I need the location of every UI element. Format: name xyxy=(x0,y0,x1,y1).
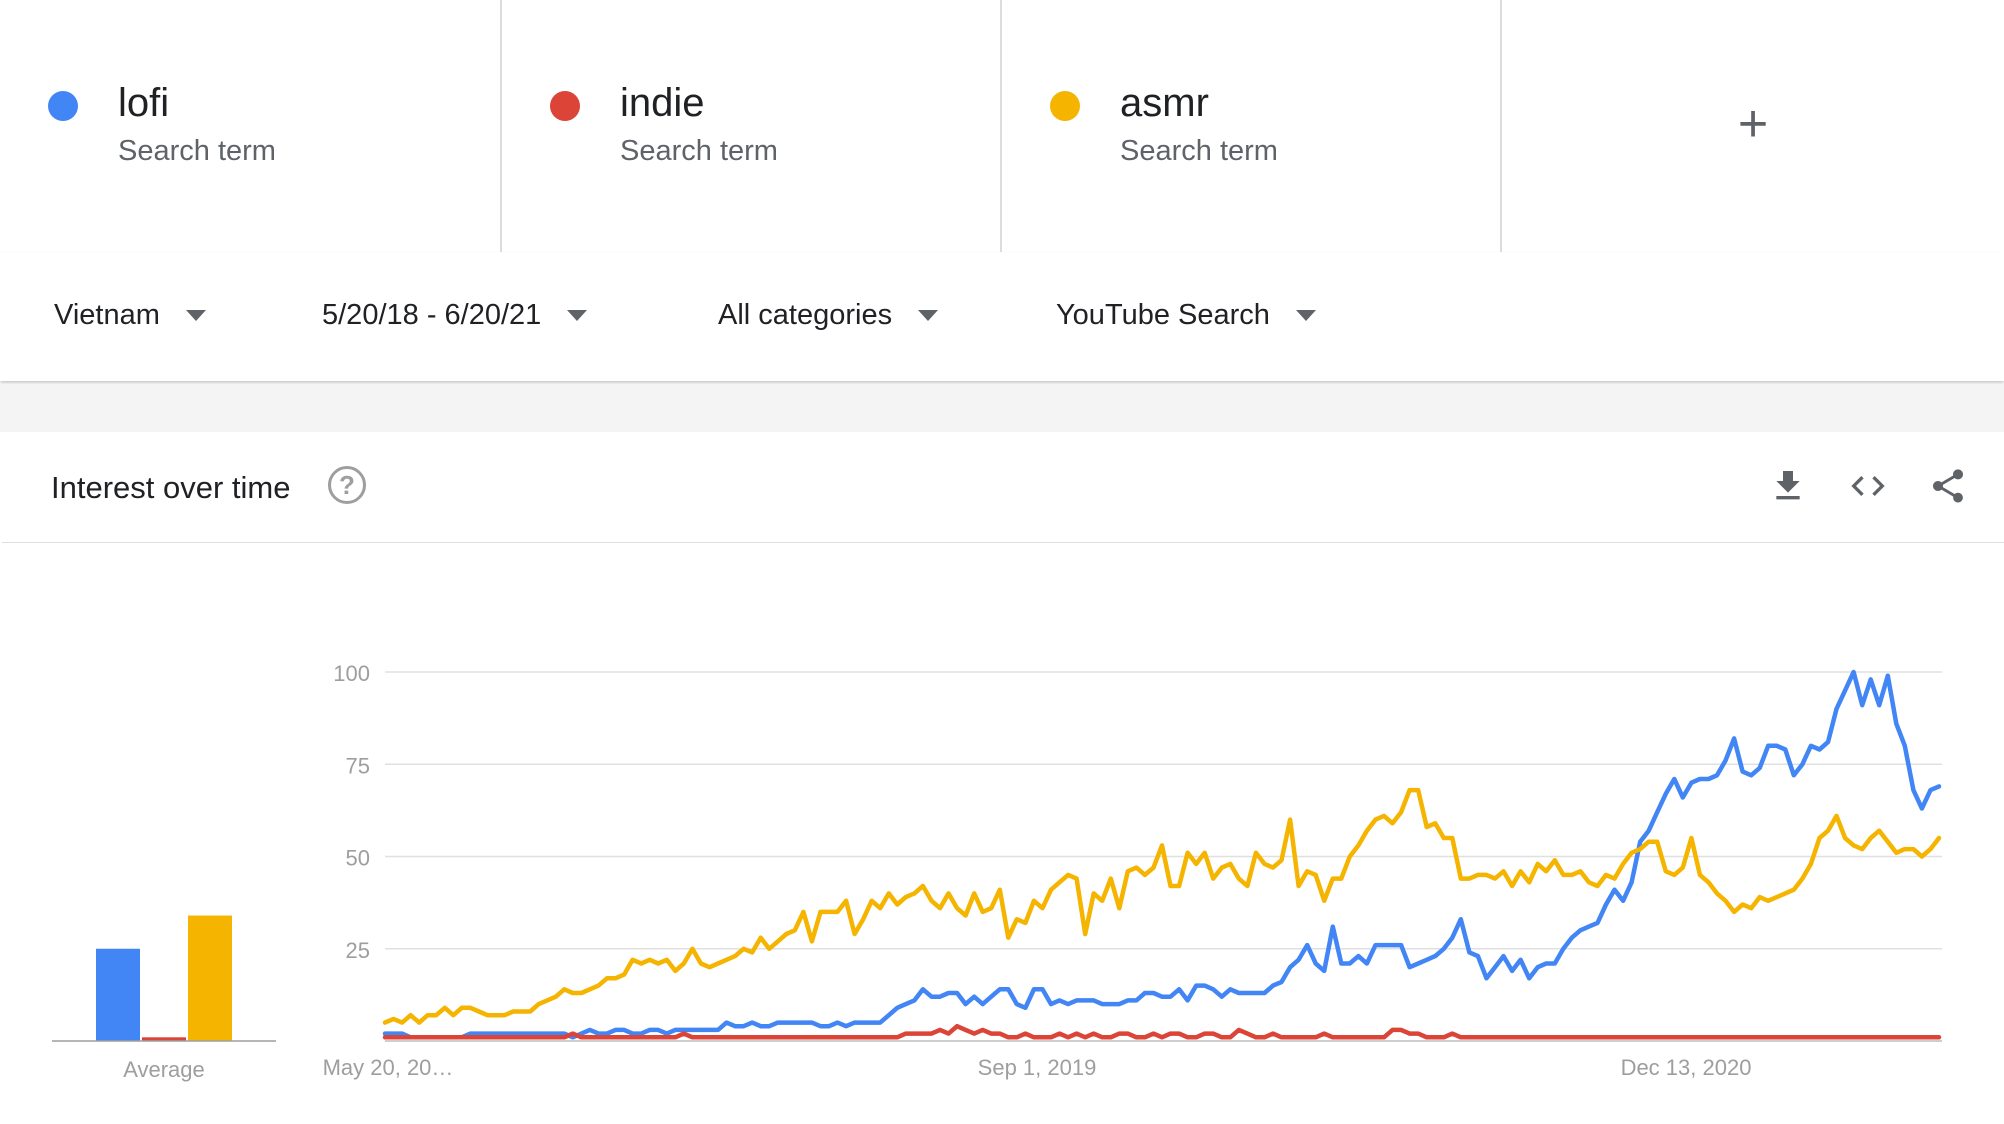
y-tick-label: 100 xyxy=(333,661,370,686)
average-label: Average xyxy=(123,1057,205,1082)
filter-bar: Vietnam 5/20/18 - 6/20/21 All categories… xyxy=(0,253,2004,381)
region-value: Vietnam xyxy=(54,298,160,331)
term-color-dot-asmr xyxy=(1050,91,1080,121)
add-comparison-button[interactable]: + xyxy=(1500,0,2004,252)
series-line-indie xyxy=(382,1023,1942,1040)
term-color-dot-lofi xyxy=(48,91,78,121)
share-icon[interactable] xyxy=(1928,466,1968,506)
category-value: All categories xyxy=(718,298,893,331)
embed-code-icon[interactable] xyxy=(1848,466,1888,506)
term-card-indie[interactable]: indie Search term xyxy=(500,0,1000,252)
date-range-value: 5/20/18 - 6/20/21 xyxy=(322,298,542,331)
term-color-dot-indie xyxy=(550,91,580,121)
x-tick-label: Sep 1, 2019 xyxy=(978,1055,1097,1080)
term-card-lofi[interactable]: lofi Search term xyxy=(0,0,500,252)
term-subtitle: Search term xyxy=(1120,135,1278,167)
y-tick-label: 50 xyxy=(346,846,370,871)
region-dropdown[interactable]: Vietnam xyxy=(54,295,206,335)
interest-over-time-widget: Interest over time ? 25 50 75 100 May 20, 20… xyxy=(2,432,2004,1124)
term-card-asmr[interactable]: asmr Search term xyxy=(1000,0,1500,252)
y-tick-label: 25 xyxy=(346,938,370,963)
average-bar-lofi xyxy=(96,948,140,1041)
caret-down-icon xyxy=(1295,309,1316,321)
date-range-dropdown[interactable]: 5/20/18 - 6/20/21 xyxy=(322,295,588,335)
help-icon[interactable]: ? xyxy=(328,466,366,504)
term-name[interactable]: indie xyxy=(620,81,705,125)
plus-icon[interactable]: + xyxy=(1737,95,1769,153)
term-name[interactable]: asmr xyxy=(1120,81,1209,125)
search-type-value: YouTube Search xyxy=(1056,298,1270,331)
y-tick-label: 75 xyxy=(346,753,370,778)
search-type-dropdown[interactable]: YouTube Search xyxy=(1056,295,1316,335)
section-gap xyxy=(0,384,2004,432)
caret-down-icon xyxy=(567,309,588,321)
x-tick-label: Dec 13, 2020 xyxy=(1621,1055,1752,1080)
term-name[interactable]: lofi xyxy=(118,81,170,125)
average-bar-indie xyxy=(142,1037,186,1041)
caret-down-icon xyxy=(918,309,939,321)
widget-title: Interest over time xyxy=(51,470,291,505)
category-dropdown[interactable]: All categories xyxy=(718,295,939,335)
caret-down-icon xyxy=(185,309,206,321)
widget-header: Interest over time ? xyxy=(2,432,2004,543)
term-subtitle: Search term xyxy=(620,135,778,167)
average-bar-asmr xyxy=(188,915,232,1041)
series-line-lofi xyxy=(382,669,1942,1040)
interest-chart: 25 50 75 100 May 20, 20… Sep 1, 2019 Dec 13, 2… xyxy=(52,661,1942,1082)
term-subtitle: Search term xyxy=(118,135,276,167)
series-line-asmr xyxy=(382,787,1942,1025)
search-terms-bar: lofi Search term indie Search term asmr … xyxy=(0,0,2004,252)
x-tick-label: May 20, 20… xyxy=(323,1055,454,1080)
download-icon[interactable] xyxy=(1768,466,1808,506)
